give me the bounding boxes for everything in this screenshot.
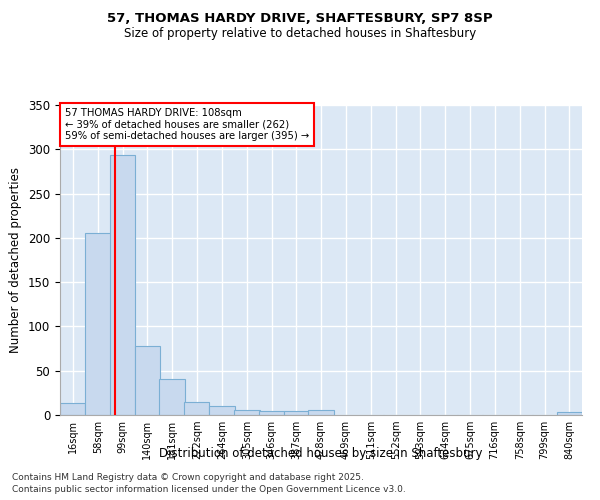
Bar	[209, 406, 235, 415]
Bar	[234, 410, 260, 415]
Text: Size of property relative to detached houses in Shaftesbury: Size of property relative to detached ho…	[124, 28, 476, 40]
Bar	[160, 378, 185, 415]
Bar	[284, 410, 309, 415]
Text: 57, THOMAS HARDY DRIVE, SHAFTESBURY, SP7 8SP: 57, THOMAS HARDY DRIVE, SHAFTESBURY, SP7…	[107, 12, 493, 26]
Y-axis label: Number of detached properties: Number of detached properties	[10, 167, 22, 353]
Bar	[110, 156, 136, 415]
Bar	[85, 234, 110, 415]
Text: Contains public sector information licensed under the Open Government Licence v3: Contains public sector information licen…	[12, 485, 406, 494]
Bar	[557, 412, 582, 415]
Bar	[184, 402, 209, 415]
Bar	[60, 404, 85, 415]
Text: Distribution of detached houses by size in Shaftesbury: Distribution of detached houses by size …	[159, 448, 483, 460]
Bar	[308, 410, 334, 415]
Bar	[135, 346, 160, 415]
Text: 57 THOMAS HARDY DRIVE: 108sqm
← 39% of detached houses are smaller (262)
59% of : 57 THOMAS HARDY DRIVE: 108sqm ← 39% of d…	[65, 108, 310, 142]
Text: Contains HM Land Registry data © Crown copyright and database right 2025.: Contains HM Land Registry data © Crown c…	[12, 472, 364, 482]
Bar	[259, 410, 284, 415]
